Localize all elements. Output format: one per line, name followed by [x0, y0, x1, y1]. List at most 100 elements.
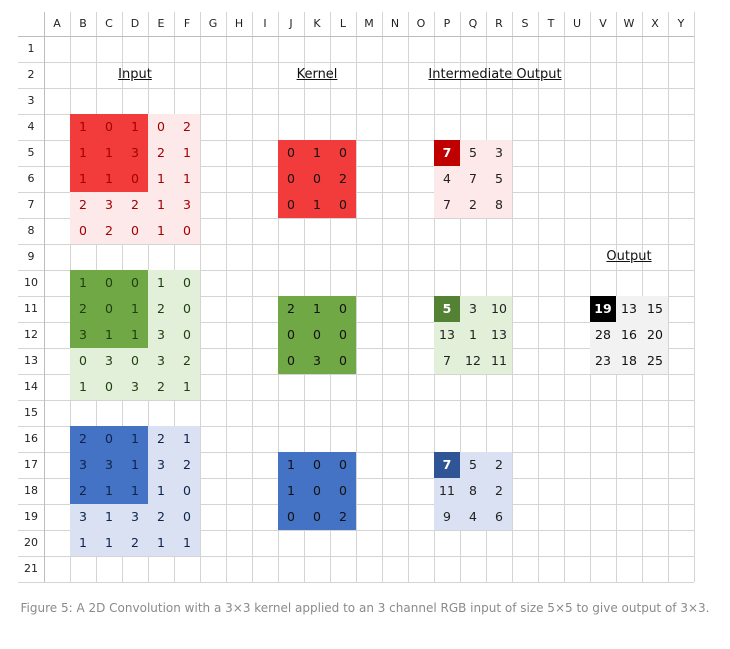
column-header-l: L: [339, 17, 347, 30]
output-cell: 25: [642, 348, 668, 374]
input-red-cell: 2: [70, 192, 96, 218]
row-header-3: 3: [27, 94, 35, 107]
gridline-horizontal: [18, 88, 694, 89]
column-header-h: H: [234, 17, 244, 30]
row-header-20: 20: [24, 536, 38, 549]
input-green-cell: 2: [148, 296, 174, 322]
input-green-cell: 2: [70, 296, 96, 322]
column-header-i: I: [263, 17, 267, 30]
input-red-cell: 0: [122, 166, 148, 192]
input-red-cell: 0: [174, 218, 200, 244]
intermediate-green-cell: 1: [460, 322, 486, 348]
title-intermediate: Intermediate Output: [428, 67, 562, 82]
kernel-blue-cell: 0: [304, 504, 330, 530]
input-green-cell: 1: [174, 374, 200, 400]
gridline-vertical: [252, 12, 253, 582]
kernel-red-cell: 0: [304, 166, 330, 192]
kernel-green-cell: 1: [304, 296, 330, 322]
row-header-19: 19: [24, 510, 38, 523]
intermediate-blue-cell: 7: [434, 452, 460, 478]
input-blue-cell: 3: [122, 504, 148, 530]
kernel-green-cell: 0: [330, 322, 356, 348]
kernel-red-cell: 0: [278, 166, 304, 192]
input-green-cell: 1: [122, 296, 148, 322]
gridline-horizontal: [18, 140, 694, 141]
kernel-red-cell: 0: [330, 192, 356, 218]
input-red-cell: 1: [70, 166, 96, 192]
intermediate-blue-cell: 8: [460, 478, 486, 504]
column-header-r: R: [495, 17, 503, 30]
input-red-cell: 1: [174, 140, 200, 166]
intermediate-red-cell: 7: [434, 192, 460, 218]
column-header-s: S: [521, 17, 529, 30]
input-red-cell: 3: [96, 192, 122, 218]
intermediate-blue-cell: 2: [486, 452, 512, 478]
input-blue-cell: 1: [122, 452, 148, 478]
kernel-red-cell: 1: [304, 192, 330, 218]
intermediate-green-cell: 10: [486, 296, 512, 322]
gridline-horizontal: [18, 114, 694, 115]
column-header-x: X: [651, 17, 659, 30]
gridline-horizontal: [18, 582, 694, 583]
kernel-red-cell: 0: [278, 192, 304, 218]
column-header-b: B: [79, 17, 87, 30]
input-blue-cell: 2: [148, 426, 174, 452]
intermediate-green-cell: 11: [486, 348, 512, 374]
gridline-horizontal: [18, 270, 694, 271]
gridline-vertical: [668, 12, 669, 582]
gridline-vertical: [226, 12, 227, 582]
column-header-j: J: [289, 17, 293, 30]
row-header-separator: [44, 12, 45, 582]
intermediate-blue-cell: 4: [460, 504, 486, 530]
input-red-cell: 1: [148, 166, 174, 192]
intermediate-green-cell: 12: [460, 348, 486, 374]
title-input: Input: [118, 67, 152, 82]
input-green-cell: 2: [148, 374, 174, 400]
kernel-green-cell: 0: [330, 348, 356, 374]
input-green-cell: 0: [174, 296, 200, 322]
output-cell: 13: [616, 296, 642, 322]
input-blue-cell: 0: [174, 478, 200, 504]
gridline-vertical: [512, 12, 513, 582]
row-header-12: 12: [24, 328, 38, 341]
intermediate-red-cell: 3: [486, 140, 512, 166]
input-red-cell: 3: [174, 192, 200, 218]
input-red-cell: 0: [148, 114, 174, 140]
input-red-cell: 1: [96, 140, 122, 166]
column-header-y: Y: [677, 17, 685, 30]
input-blue-cell: 3: [96, 452, 122, 478]
input-red-cell: 1: [70, 114, 96, 140]
gridline-horizontal: [18, 348, 694, 349]
input-red-cell: 2: [174, 114, 200, 140]
kernel-red-cell: 2: [330, 166, 356, 192]
column-header-u: U: [572, 17, 582, 30]
gridline-horizontal: [18, 296, 694, 297]
row-header-21: 21: [24, 562, 38, 575]
row-header-13: 13: [24, 354, 38, 367]
input-green-cell: 0: [96, 296, 122, 322]
kernel-green-cell: 0: [278, 348, 304, 374]
input-green-cell: 0: [96, 270, 122, 296]
input-red-cell: 2: [122, 192, 148, 218]
input-blue-cell: 1: [122, 478, 148, 504]
input-green-cell: 3: [122, 374, 148, 400]
input-blue-cell: 0: [96, 426, 122, 452]
row-header-1: 1: [27, 42, 35, 55]
input-blue-cell: 1: [96, 504, 122, 530]
input-blue-cell: 2: [148, 504, 174, 530]
input-green-cell: 0: [174, 322, 200, 348]
input-red-cell: 0: [96, 114, 122, 140]
gridline-horizontal: [18, 426, 694, 427]
kernel-red-cell: 0: [278, 140, 304, 166]
input-blue-cell: 0: [174, 504, 200, 530]
column-header-g: G: [208, 17, 218, 30]
row-header-2: 2: [27, 68, 35, 81]
input-blue-cell: 3: [148, 452, 174, 478]
gridline-horizontal: [18, 478, 694, 479]
intermediate-green-cell: 7: [434, 348, 460, 374]
column-header-v: V: [599, 17, 607, 30]
title-kernel: Kernel: [296, 67, 338, 82]
row-header-8: 8: [27, 224, 35, 237]
input-blue-cell: 1: [70, 530, 96, 556]
column-header-p: P: [443, 17, 451, 30]
